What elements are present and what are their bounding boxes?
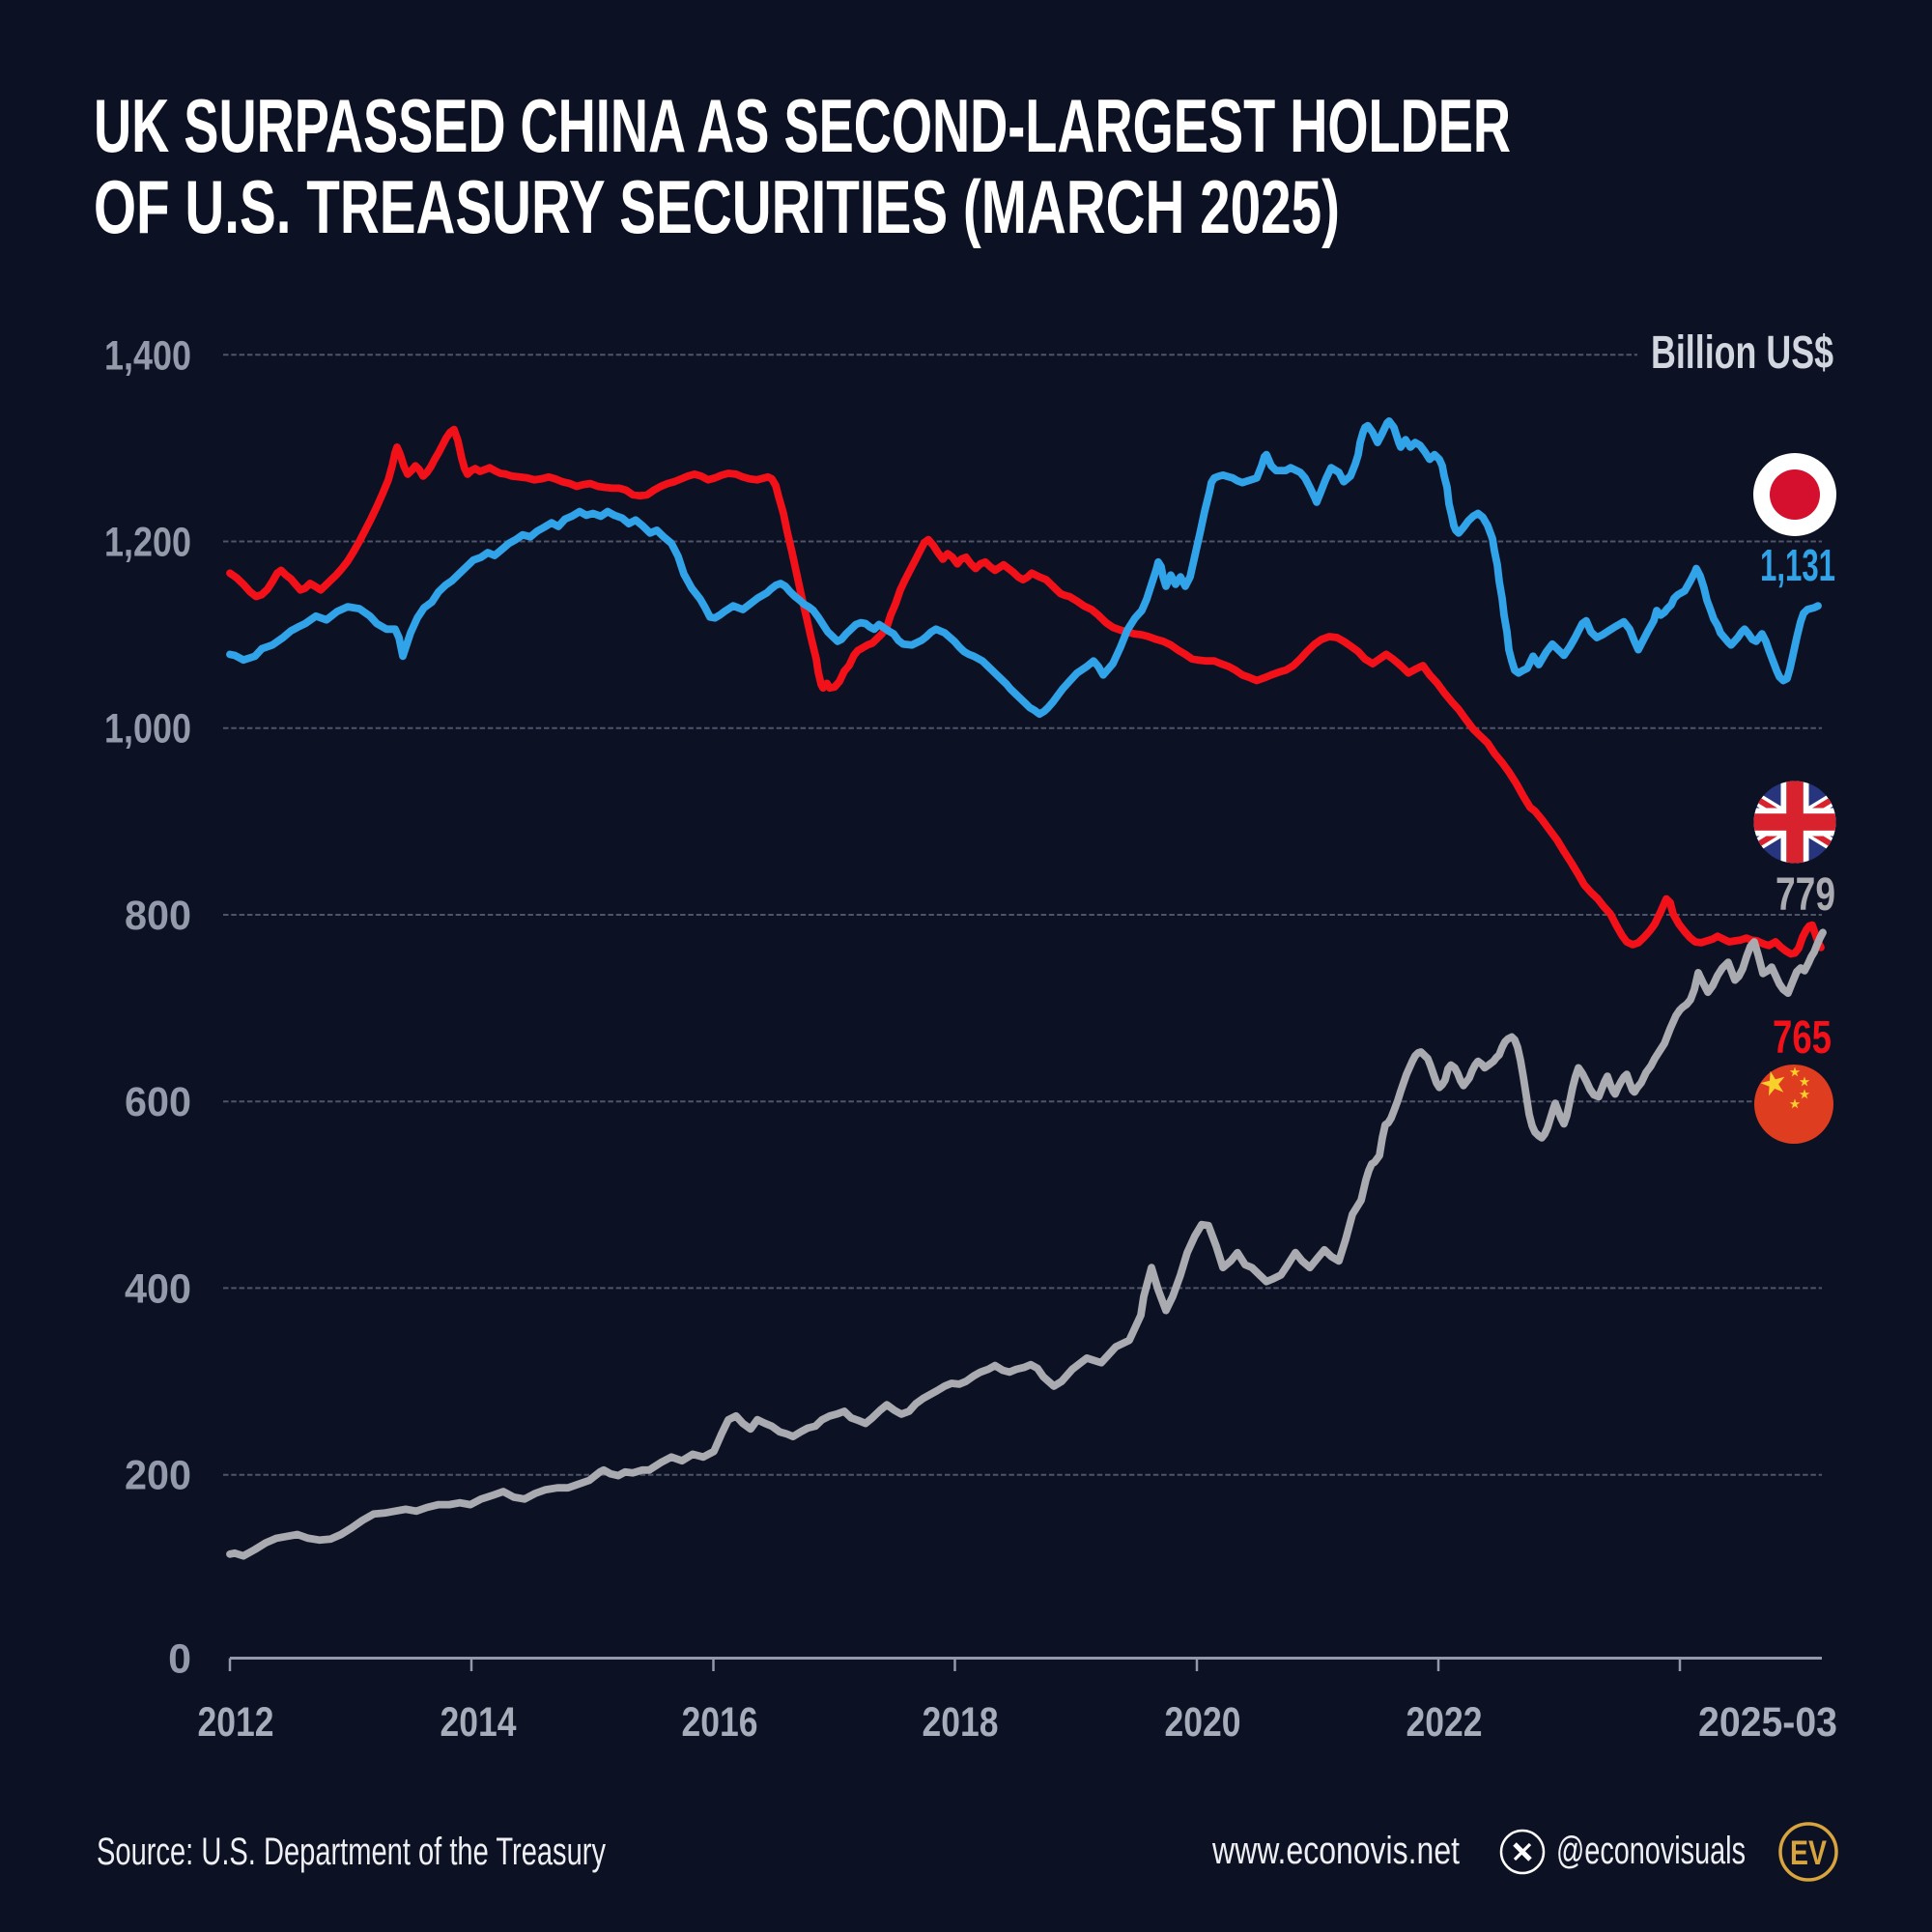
- svg-text:Billion US$: Billion US$: [1651, 327, 1833, 379]
- svg-text:EV: EV: [1790, 1834, 1828, 1872]
- svg-text:2016: 2016: [682, 1699, 758, 1746]
- svg-text:779: 779: [1776, 869, 1835, 921]
- svg-text:1,131: 1,131: [1760, 540, 1835, 590]
- svg-text:800: 800: [125, 893, 191, 939]
- svg-text:765: 765: [1773, 1012, 1832, 1064]
- svg-text:@econovisuals: @econovisuals: [1556, 1830, 1746, 1872]
- svg-text:2018: 2018: [923, 1699, 999, 1746]
- svg-text:600: 600: [125, 1079, 191, 1125]
- svg-text:OF U.S. TREASURY SECURITIES (M: OF U.S. TREASURY SECURITIES (MARCH 2025): [94, 164, 1340, 249]
- svg-text:www.econovis.net: www.econovis.net: [1211, 1830, 1460, 1872]
- svg-text:2020: 2020: [1165, 1699, 1241, 1746]
- svg-text:Source: U.S. Department of the: Source: U.S. Department of the Treasury: [97, 1831, 606, 1873]
- svg-text:2025-03: 2025-03: [1698, 1699, 1837, 1746]
- svg-text:2022: 2022: [1406, 1699, 1483, 1746]
- svg-text:UK SURPASSED CHINA AS SECOND-L: UK SURPASSED CHINA AS SECOND-LARGEST HOL…: [94, 83, 1511, 168]
- svg-text:0: 0: [168, 1636, 191, 1683]
- svg-text:1,200: 1,200: [104, 520, 191, 566]
- svg-text:1,000: 1,000: [104, 706, 191, 753]
- svg-text:1,400: 1,400: [104, 332, 191, 379]
- svg-text:2014: 2014: [440, 1699, 517, 1746]
- svg-text:400: 400: [125, 1265, 191, 1312]
- svg-text:2012: 2012: [198, 1699, 274, 1746]
- svg-text:200: 200: [125, 1453, 191, 1499]
